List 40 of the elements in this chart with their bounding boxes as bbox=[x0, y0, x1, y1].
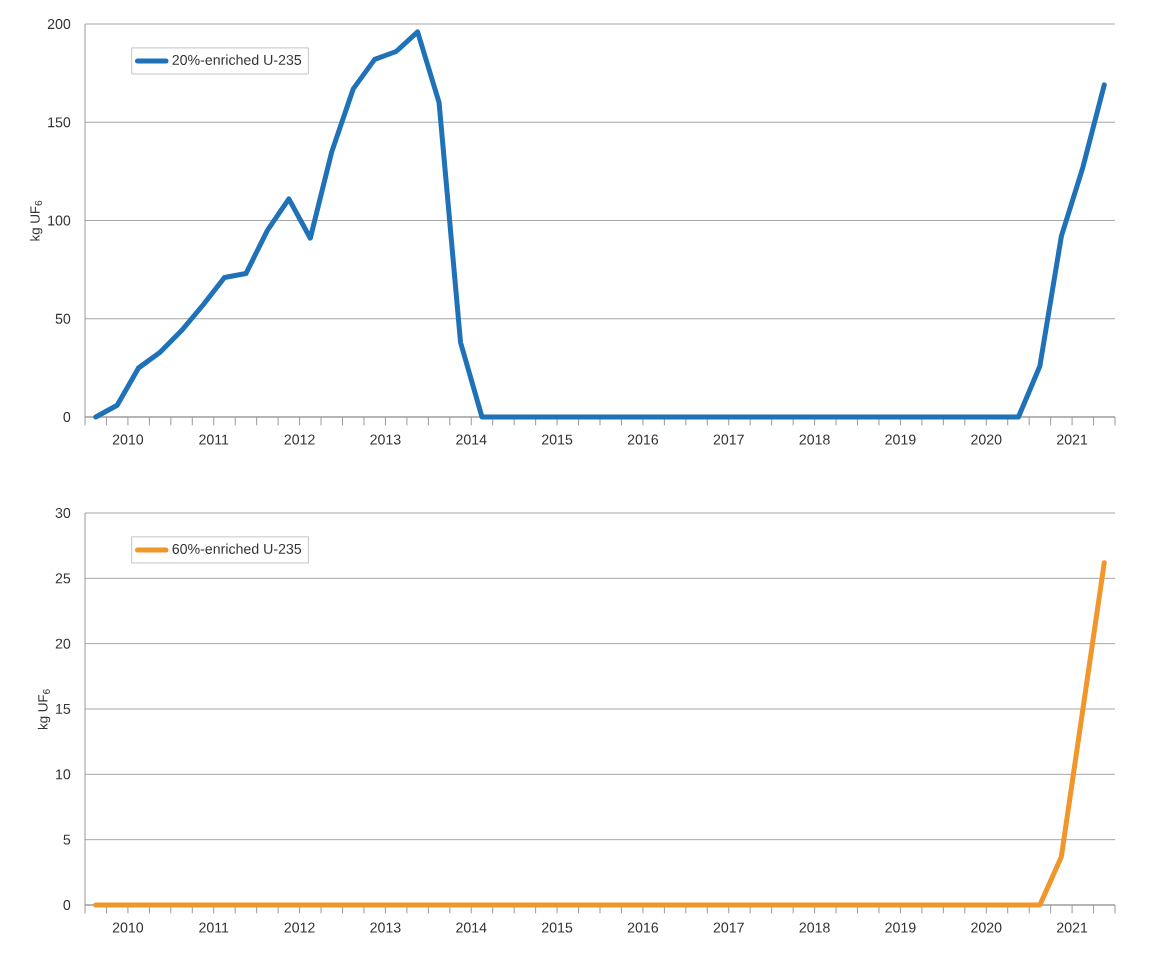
x-tick-label: 2011 bbox=[199, 434, 229, 445]
x-tick-label: 2013 bbox=[370, 922, 401, 933]
y-tick-label: 30 bbox=[55, 507, 71, 519]
legend-label: 20%-enriched U-235 bbox=[172, 54, 302, 65]
x-tick-label: 2018 bbox=[799, 434, 830, 445]
y-axis-title: kg UF$_{6}$ bbox=[29, 200, 43, 241]
y-tick-label: 25 bbox=[55, 573, 71, 584]
y-tick-label: 10 bbox=[56, 769, 71, 780]
y-tick-label: 15 bbox=[56, 704, 71, 714]
y-tick-label: 150 bbox=[48, 117, 71, 128]
x-tick-label: 2013 bbox=[370, 434, 401, 445]
y-tick-label: 0 bbox=[63, 411, 71, 422]
x-tick-label: 2021 bbox=[1057, 434, 1088, 445]
x-tick-label: 2016 bbox=[627, 434, 659, 445]
x-tick-label: 2017 bbox=[713, 434, 744, 445]
y-tick-label: 20 bbox=[55, 638, 71, 649]
x-tick-label: 2020 bbox=[971, 434, 1002, 445]
y-tick-label: 50 bbox=[55, 313, 71, 324]
y-tick-label: 0 bbox=[63, 900, 71, 911]
x-tick-label: 2020 bbox=[971, 922, 1002, 933]
y-tick-label: 200 bbox=[47, 19, 71, 30]
x-tick-label: 2018 bbox=[799, 922, 830, 933]
y-axis-title: kg UF$_{6}$ bbox=[37, 689, 51, 730]
x-tick-label: 2015 bbox=[542, 922, 573, 933]
x-tick-label: 2012 bbox=[284, 922, 315, 933]
x-tick-label: 2011 bbox=[199, 922, 229, 933]
x-tick-label: 2017 bbox=[713, 922, 744, 933]
legend-label: 60%-enriched U-235 bbox=[172, 543, 302, 554]
y-tick-label: 5 bbox=[63, 834, 71, 845]
x-tick-label: 2010 bbox=[112, 922, 144, 933]
x-tick-label: 2019 bbox=[885, 922, 916, 933]
x-tick-label: 2016 bbox=[627, 922, 659, 933]
x-tick-label: 2015 bbox=[542, 434, 573, 445]
x-tick-label: 2014 bbox=[456, 922, 487, 933]
x-tick-label: 2012 bbox=[284, 434, 315, 445]
x-tick-label: 2014 bbox=[456, 434, 487, 445]
y-tick-label: 100 bbox=[48, 215, 71, 226]
x-tick-label: 2010 bbox=[112, 434, 144, 445]
x-tick-label: 2021 bbox=[1057, 922, 1088, 933]
x-tick-label: 2019 bbox=[885, 434, 916, 445]
